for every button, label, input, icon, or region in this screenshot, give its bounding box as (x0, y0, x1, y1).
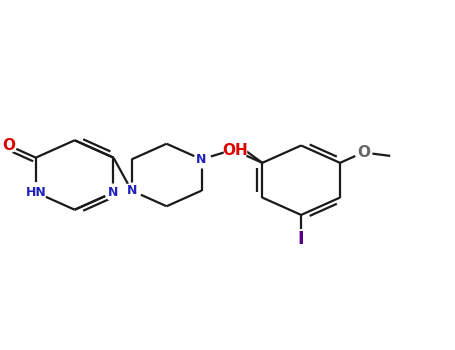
Text: O: O (2, 138, 15, 153)
Text: N: N (108, 186, 119, 199)
Text: OH: OH (222, 143, 248, 158)
Text: I: I (298, 230, 304, 248)
Text: N: N (197, 153, 207, 166)
Text: N: N (126, 184, 137, 197)
Text: O: O (357, 145, 370, 160)
Text: HN: HN (25, 186, 46, 199)
